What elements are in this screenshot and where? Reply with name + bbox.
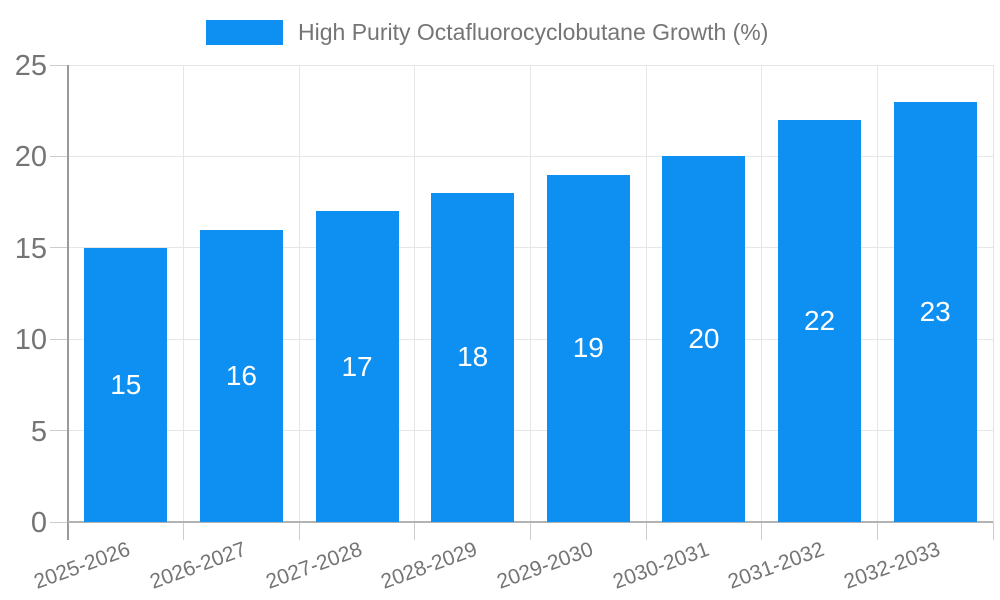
x-tick-label: 2029-2030 xyxy=(493,537,597,594)
x-tick-mark xyxy=(183,522,185,540)
gridline-vertical xyxy=(298,65,300,522)
y-tick-mark xyxy=(50,521,68,523)
bar-value-label: 18 xyxy=(457,341,489,373)
x-tick-mark xyxy=(414,522,416,540)
bar xyxy=(546,174,630,522)
gridline-vertical xyxy=(530,65,531,522)
x-tick-label: 2026-2027 xyxy=(146,537,250,594)
bar xyxy=(662,156,746,522)
x-tick-label: 2030-2031 xyxy=(609,537,712,594)
y-tick-mark xyxy=(50,338,68,340)
bar xyxy=(778,119,862,522)
bar-value-label: 19 xyxy=(572,332,604,364)
bar-value-label: 22 xyxy=(803,304,836,336)
bar-value-label: 20 xyxy=(688,323,720,355)
x-tick-label: 2028-2029 xyxy=(378,537,481,594)
x-tick-mark xyxy=(645,522,647,540)
bar-value-label: 16 xyxy=(225,359,258,391)
bar xyxy=(199,229,283,522)
y-tick-mark xyxy=(50,247,68,249)
y-tick-mark xyxy=(50,430,68,432)
legend-swatch xyxy=(206,20,283,45)
bar-value-label: 23 xyxy=(919,295,951,327)
x-tick-mark xyxy=(298,522,300,540)
x-tick-mark xyxy=(876,522,878,540)
y-tick-label: 5 xyxy=(30,415,47,448)
y-tick-mark xyxy=(50,64,68,66)
x-tick-label: 2032-2033 xyxy=(840,537,943,594)
x-tick-label: 2031-2032 xyxy=(725,537,828,594)
y-tick-label: 0 xyxy=(30,507,47,539)
bar-value-label: 15 xyxy=(110,368,142,400)
gridline-vertical xyxy=(761,65,763,522)
x-tick-mark xyxy=(992,522,994,540)
gridline-vertical xyxy=(414,65,416,522)
legend: High Purity Octafluorocyclobutane Growth… xyxy=(206,19,769,45)
y-tick-label: 15 xyxy=(14,232,47,265)
legend-label: High Purity Octafluorocyclobutane Growth… xyxy=(298,19,769,45)
x-axis-line xyxy=(68,521,993,523)
x-tick-label: 2027-2028 xyxy=(262,537,365,594)
x-tick-mark xyxy=(761,522,763,540)
gridline-vertical xyxy=(645,65,647,522)
bar xyxy=(315,211,399,522)
gridline-vertical xyxy=(992,65,994,522)
x-tick-mark xyxy=(530,522,531,540)
x-tick-label: 2025-2026 xyxy=(31,537,134,594)
bar-value-label: 17 xyxy=(341,350,373,382)
bar xyxy=(84,247,168,522)
gridline-vertical xyxy=(183,65,185,522)
y-tick-label: 10 xyxy=(14,324,47,357)
y-tick-mark xyxy=(50,155,68,157)
gridline-vertical xyxy=(876,65,878,522)
y-tick-label: 20 xyxy=(14,141,47,174)
bar xyxy=(431,192,515,522)
bar xyxy=(893,101,977,522)
y-axis-line xyxy=(67,65,69,540)
y-tick-label: 25 xyxy=(14,50,47,82)
